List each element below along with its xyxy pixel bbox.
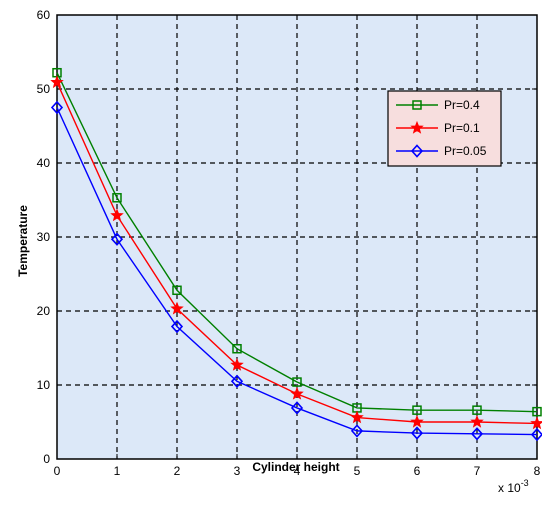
- data-point: [112, 193, 122, 203]
- x-tick-label: 4: [294, 464, 301, 478]
- legend: Pr=0.4 Pr=0.1 Pr=0.05: [387, 90, 502, 167]
- data-point: [172, 285, 182, 296]
- y-axis-title: Temperature: [16, 205, 30, 277]
- x-tick-label: 3: [234, 464, 241, 478]
- x-tick-label: 6: [414, 464, 421, 478]
- x-tick-label: 8: [534, 464, 541, 478]
- data-point: [530, 416, 542, 430]
- legend-label: Pr=0.05: [444, 144, 487, 158]
- legend-label: Pr=0.1: [444, 121, 480, 135]
- data-point: [290, 401, 304, 415]
- x-scale-exponent: -3: [521, 478, 529, 488]
- y-tick-label: 30: [37, 230, 51, 244]
- x-tick-label: 2: [174, 464, 181, 478]
- x-tick-label: 7: [474, 464, 481, 478]
- legend-item: Pr=0.1: [396, 120, 480, 135]
- data-point: [170, 319, 184, 334]
- data-point: [232, 343, 242, 354]
- x-tick-label: 5: [354, 464, 361, 478]
- data-point: [50, 100, 64, 115]
- legend-label: Pr=0.4: [444, 98, 480, 112]
- x-axis-title: Cylinder height: [252, 460, 339, 474]
- series-line: [56, 72, 538, 413]
- data-point: [110, 208, 124, 222]
- x-scale-label: x 10-3: [498, 478, 529, 495]
- series-2: [50, 75, 542, 430]
- data-point: [350, 410, 364, 424]
- data-point: [410, 414, 424, 428]
- series-line: [56, 107, 538, 436]
- series-lines: [50, 67, 542, 442]
- data-point: [230, 374, 244, 388]
- y-tick-label: 10: [37, 378, 51, 392]
- plot-area: [57, 15, 537, 459]
- y-tick-label: 60: [37, 8, 51, 22]
- data-point: [170, 301, 184, 315]
- y-tick-label: 20: [37, 304, 51, 318]
- data-point: [350, 424, 364, 438]
- series-3: [50, 100, 542, 442]
- data-point: [472, 405, 482, 415]
- data-point: [470, 414, 484, 428]
- legend-marker: [410, 144, 424, 158]
- legend-item: Pr=0.05: [396, 144, 487, 158]
- data-point: [230, 357, 244, 371]
- legend-marker: [412, 100, 422, 110]
- data-point: [412, 405, 422, 415]
- data-point: [530, 427, 542, 442]
- x-tick-label: 1: [114, 464, 121, 478]
- data-point: [410, 426, 424, 440]
- x-tick-label: 0: [54, 464, 61, 478]
- data-point: [50, 75, 64, 89]
- data-point: [292, 377, 302, 387]
- data-point: [110, 232, 124, 246]
- data-point: [532, 406, 542, 417]
- legend-marker: [410, 120, 424, 134]
- data-point: [470, 427, 484, 441]
- legend-item: Pr=0.4: [396, 98, 480, 112]
- y-tick-label: 0: [43, 452, 50, 466]
- y-tick-label: 50: [37, 82, 51, 96]
- axes: 0 1 2 3 4 5 6 7 8 0 10 20 30 40 50 60: [37, 8, 541, 478]
- y-tick-label: 40: [37, 156, 51, 170]
- data-point: [290, 386, 304, 400]
